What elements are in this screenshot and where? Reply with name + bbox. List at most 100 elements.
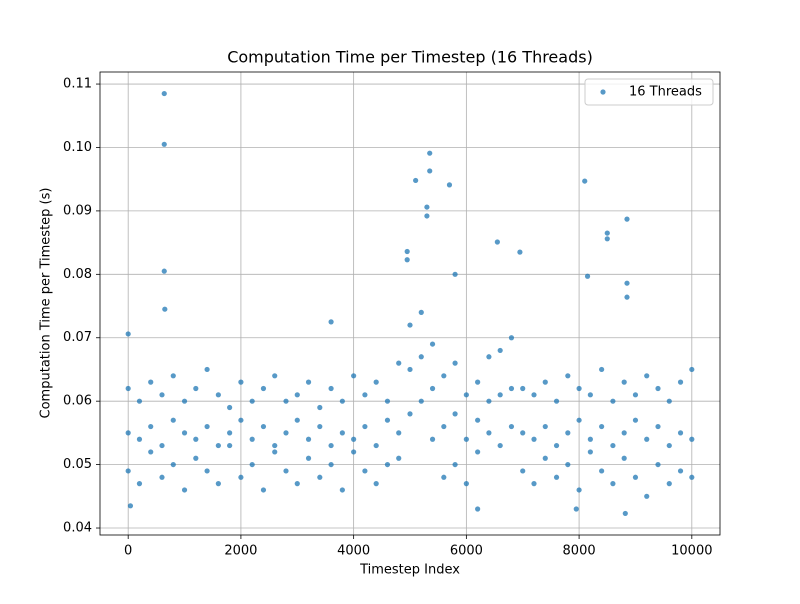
- point: [227, 442, 233, 449]
- point: [497, 347, 503, 354]
- point: [215, 481, 221, 487]
- point: [622, 510, 628, 517]
- point: [249, 461, 255, 468]
- point: [238, 379, 244, 385]
- point: [317, 474, 323, 480]
- point: [272, 373, 278, 379]
- point: [294, 392, 300, 398]
- point: [170, 373, 176, 379]
- point: [689, 474, 695, 480]
- point: [565, 430, 571, 436]
- point: [655, 423, 661, 430]
- point: [463, 481, 469, 487]
- point: [531, 481, 537, 487]
- x-tick-label: 0: [124, 544, 132, 559]
- point: [584, 273, 591, 279]
- point: [125, 385, 131, 392]
- point: [441, 373, 447, 379]
- point: [632, 417, 639, 423]
- point: [508, 385, 515, 392]
- legend-box: [584, 78, 714, 106]
- point: [655, 385, 661, 392]
- point: [565, 461, 571, 468]
- point: [624, 294, 630, 300]
- point: [396, 360, 402, 366]
- point: [136, 481, 143, 487]
- point: [520, 468, 526, 474]
- point: [148, 423, 154, 430]
- point: [542, 423, 548, 430]
- point: [610, 442, 616, 449]
- point: [576, 417, 582, 423]
- point: [161, 268, 167, 274]
- point: [317, 423, 323, 430]
- point: [162, 306, 168, 312]
- point: [125, 468, 131, 474]
- y-tick-label: 0.07: [63, 330, 92, 345]
- point: [215, 392, 221, 398]
- point: [531, 392, 537, 398]
- point: [125, 331, 131, 337]
- point: [624, 280, 630, 286]
- point: [148, 449, 154, 455]
- point: [373, 379, 379, 385]
- point: [351, 449, 357, 455]
- point: [351, 436, 357, 442]
- point: [407, 411, 413, 417]
- point: [339, 430, 345, 436]
- point: [136, 398, 143, 404]
- point: [644, 436, 650, 442]
- x-tick-label: 8000: [563, 544, 596, 559]
- point: [610, 481, 616, 487]
- point: [227, 404, 233, 411]
- point: [587, 436, 593, 442]
- point: [215, 442, 221, 449]
- point: [127, 503, 134, 509]
- point: [624, 216, 630, 222]
- point: [193, 385, 199, 392]
- point: [238, 417, 244, 423]
- point: [427, 168, 433, 174]
- x-tick-label: 4000: [337, 544, 370, 559]
- point: [413, 177, 419, 184]
- point: [677, 468, 684, 474]
- point: [283, 468, 289, 474]
- legend-marker: [600, 89, 606, 95]
- point: [587, 392, 593, 398]
- point: [565, 373, 571, 379]
- point: [689, 436, 695, 442]
- point: [193, 436, 199, 442]
- point: [508, 335, 515, 341]
- point: [573, 506, 579, 512]
- point: [452, 411, 458, 417]
- point: [418, 354, 424, 360]
- point: [497, 442, 503, 449]
- point: [294, 417, 300, 423]
- point: [604, 230, 610, 236]
- point: [204, 366, 210, 373]
- point: [204, 423, 210, 430]
- point: [384, 398, 391, 404]
- point: [328, 461, 334, 468]
- point: [655, 461, 661, 468]
- point: [582, 178, 588, 184]
- y-tick-label: 0.04: [63, 521, 92, 536]
- point: [576, 385, 582, 392]
- point: [553, 474, 560, 480]
- point: [424, 204, 430, 210]
- point: [463, 436, 469, 442]
- point: [407, 322, 413, 328]
- point: [181, 487, 188, 493]
- point: [632, 392, 639, 398]
- point: [517, 249, 523, 255]
- point: [599, 468, 605, 474]
- y-axis-label: Computation Time per Timestep (s): [39, 188, 54, 419]
- point: [305, 379, 312, 385]
- point: [520, 430, 526, 436]
- point: [418, 398, 424, 404]
- point: [429, 436, 436, 442]
- point: [317, 404, 323, 411]
- point: [497, 392, 503, 398]
- point: [463, 392, 469, 398]
